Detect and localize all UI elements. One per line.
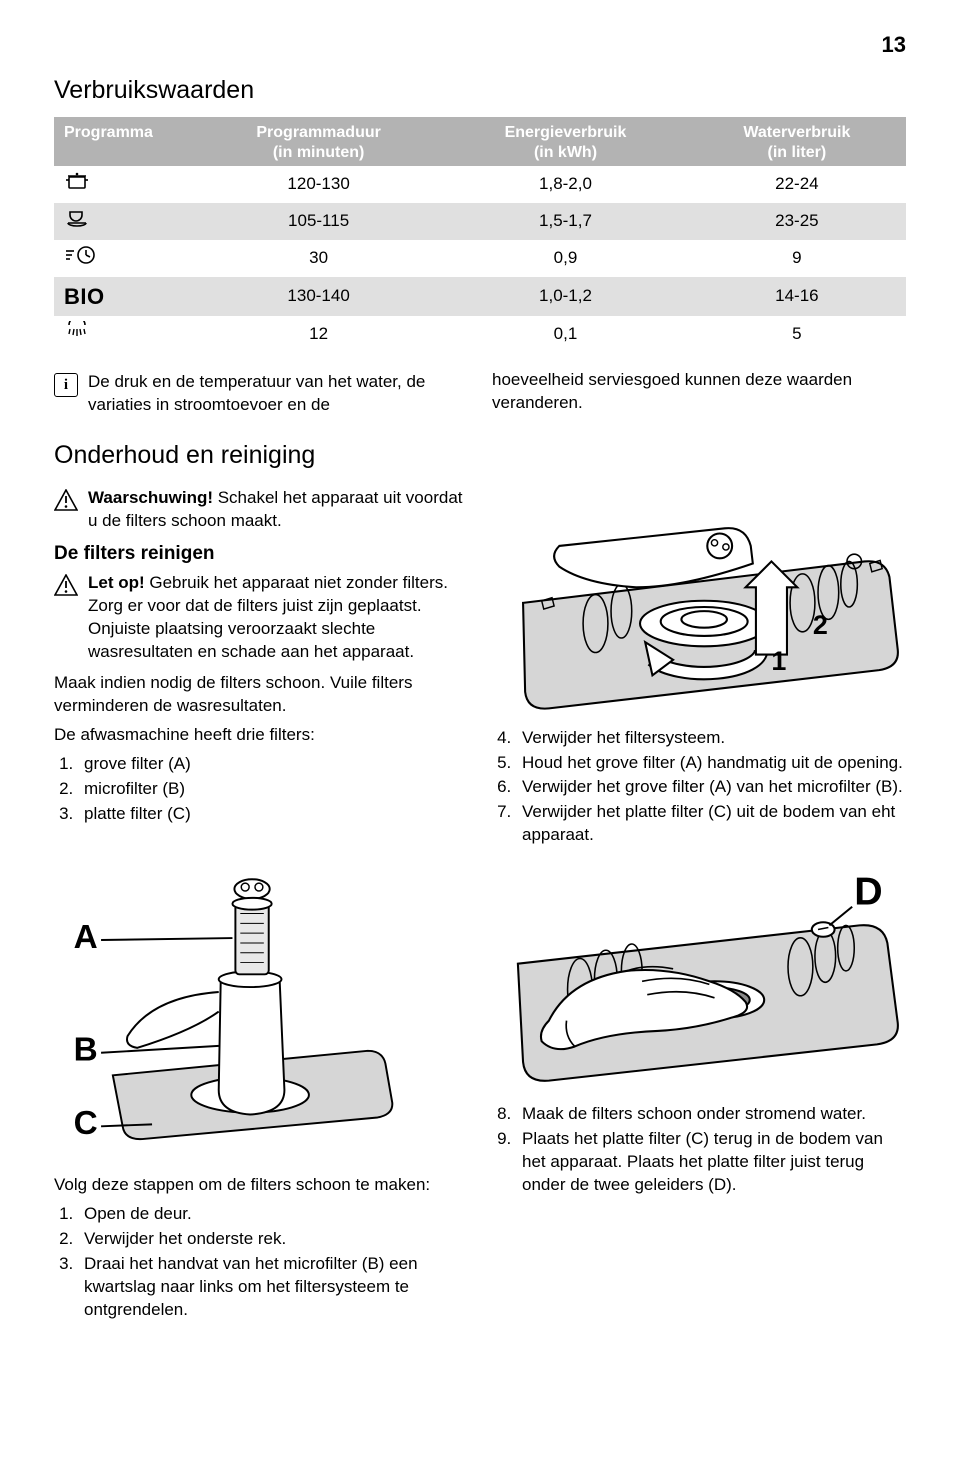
pot-icon xyxy=(64,171,90,198)
list-item: Verwijder het platte filter (C) uit de b… xyxy=(516,801,906,847)
warning-schakel: Waarschuwing! Schakel het apparaat uit v… xyxy=(54,487,468,533)
list-item: platte filter (C) xyxy=(78,803,468,826)
table-row: 120-130 1,8-2,0 22-24 xyxy=(54,166,906,203)
th-water: Waterverbruik (in liter) xyxy=(688,117,906,165)
info-text-right: hoeveelheid serviesgoed kunnen deze waar… xyxy=(492,369,906,415)
caution-icon xyxy=(54,574,78,596)
cell-duration: 105-115 xyxy=(194,203,443,240)
label-C: C xyxy=(74,1105,98,1142)
steps-list-left: Open de deur. Verwijder het onderste rek… xyxy=(54,1203,468,1322)
cell-duration: 130-140 xyxy=(194,277,443,317)
list-item: Houd het grove filter (A) handmatig uit … xyxy=(516,752,906,775)
table-row: BIO 130-140 1,0-1,2 14-16 xyxy=(54,277,906,317)
cell-energy: 1,5-1,7 xyxy=(443,203,688,240)
list-item: Open de deur. xyxy=(78,1203,468,1226)
steps-intro: Volg deze stappen om de filters schoon t… xyxy=(54,1174,468,1197)
body-maak-schoon: Maak indien nodig de filters schoon. Vui… xyxy=(54,672,468,718)
filter-types-list: grove filter (A) microfilter (B) platte … xyxy=(54,753,468,826)
diagram-filter-abc: A B C xyxy=(54,840,427,1154)
section-title-onderhoud: Onderhoud en reiniging xyxy=(54,439,906,473)
list-item: Plaats het platte filter (C) terug in de… xyxy=(516,1128,906,1197)
cell-duration: 12 xyxy=(194,316,443,353)
info-icon: i xyxy=(54,373,78,397)
diagram-turn-filter: 1 2 xyxy=(492,489,906,717)
cell-water: 22-24 xyxy=(688,166,906,203)
th-energy: Energieverbruik (in kWh) xyxy=(443,117,688,165)
list-item: Verwijder het onderste rek. xyxy=(78,1228,468,1251)
label-1: 1 xyxy=(771,646,786,676)
th-duration: Programmaduur (in minuten) xyxy=(194,117,443,165)
warning-icon xyxy=(54,489,78,511)
list-item: grove filter (A) xyxy=(78,753,468,776)
cell-water: 14-16 xyxy=(688,277,906,317)
cell-water: 5 xyxy=(688,316,906,353)
info-text-left: De druk en de temperatuur van het water,… xyxy=(88,371,468,417)
heading-filters-reinigen: De filters reinigen xyxy=(54,541,468,567)
cell-energy: 0,1 xyxy=(443,316,688,353)
cell-water: 23-25 xyxy=(688,203,906,240)
info-note: i De druk en de temperatuur van het wate… xyxy=(54,371,468,417)
label-2: 2 xyxy=(813,610,828,640)
cell-energy: 0,9 xyxy=(443,240,688,277)
list-item: Verwijder het grove filter (A) van het m… xyxy=(516,776,906,799)
label-A: A xyxy=(74,919,98,956)
table-row: 30 0,9 9 xyxy=(54,240,906,277)
section-title-verbruikswaarden: Verbruikswaarden xyxy=(54,74,906,108)
list-item: Verwijder het filtersysteem. xyxy=(516,727,906,750)
table-row: 105-115 1,5-1,7 23-25 xyxy=(54,203,906,240)
caution-letop: Let op! Gebruik het apparaat niet zonder… xyxy=(54,572,468,664)
list-item: Draai het handvat van het microfilter (B… xyxy=(78,1253,468,1322)
clock-icon xyxy=(64,245,100,272)
bio-label: BIO xyxy=(64,284,105,309)
diagram-hand-d: D xyxy=(492,855,906,1093)
th-program: Programma xyxy=(54,117,194,165)
shower-icon xyxy=(64,321,90,348)
label-D: D xyxy=(854,870,882,914)
list-item: microfilter (B) xyxy=(78,778,468,801)
warn2-bold: Let op! xyxy=(88,573,145,592)
body-drie-filters: De afwasmachine heeft drie filters: xyxy=(54,724,468,747)
cell-duration: 120-130 xyxy=(194,166,443,203)
steps-list-right-top: Verwijder het filtersysteem. Houd het gr… xyxy=(492,727,906,848)
warn1-bold: Waarschuwing! xyxy=(88,488,213,507)
label-B: B xyxy=(74,1031,98,1068)
cell-energy: 1,0-1,2 xyxy=(443,277,688,317)
steps-list-right-bottom: Maak de filters schoon onder stromend wa… xyxy=(492,1103,906,1197)
cup-icon xyxy=(64,208,90,235)
cell-energy: 1,8-2,0 xyxy=(443,166,688,203)
table-row: 12 0,1 5 xyxy=(54,316,906,353)
page-number: 13 xyxy=(54,30,906,60)
consumption-table: Programma Programmaduur (in minuten) Ene… xyxy=(54,117,906,353)
list-item: Maak de filters schoon onder stromend wa… xyxy=(516,1103,906,1126)
cell-water: 9 xyxy=(688,240,906,277)
cell-duration: 30 xyxy=(194,240,443,277)
